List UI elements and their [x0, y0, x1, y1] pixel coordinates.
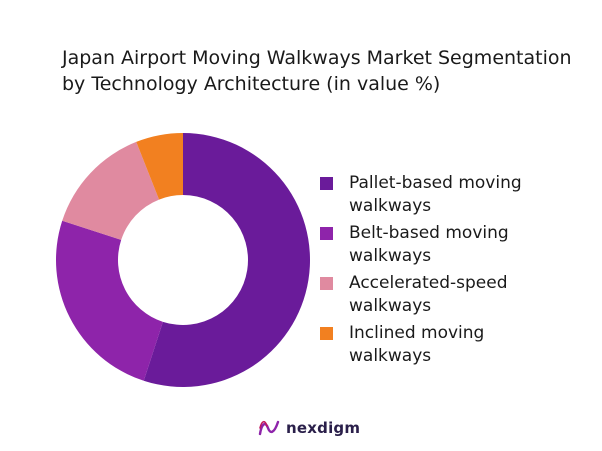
legend-label-inclined: Inclined moving walkways: [349, 323, 485, 366]
legend-swatch-inclined: [320, 327, 333, 340]
legend-label-belt: Belt-based moving walkways: [349, 223, 509, 266]
slice-accelerated: [62, 141, 160, 240]
nexdigm-logo: nexdigm: [258, 418, 360, 438]
slice-pallet: [143, 133, 310, 388]
legend-swatch-pallet: [320, 177, 333, 190]
logo-text: nexdigm: [286, 419, 361, 437]
chart-title: Japan Airport Moving Walkways Market Seg…: [62, 47, 572, 95]
legend-item-inclined: Inclined moving walkways: [320, 322, 580, 368]
slice-belt: [56, 220, 163, 381]
nexdigm-logo-icon: [258, 420, 280, 436]
legend-label-accelerated: Accelerated-speed walkways: [349, 273, 508, 316]
legend-item-pallet: Pallet-based moving walkways: [320, 172, 580, 218]
donut-slices: [56, 133, 310, 388]
legend-item-belt: Belt-based moving walkways: [320, 222, 580, 268]
slice-inclined: [136, 133, 183, 200]
legend-item-accelerated: Accelerated-speed walkways: [320, 272, 580, 318]
legend-swatch-accelerated: [320, 277, 333, 290]
legend-label-pallet: Pallet-based moving walkways: [349, 173, 522, 216]
chart-legend: Pallet-based moving walkways Belt-based …: [320, 172, 580, 372]
legend-swatch-belt: [320, 227, 333, 240]
